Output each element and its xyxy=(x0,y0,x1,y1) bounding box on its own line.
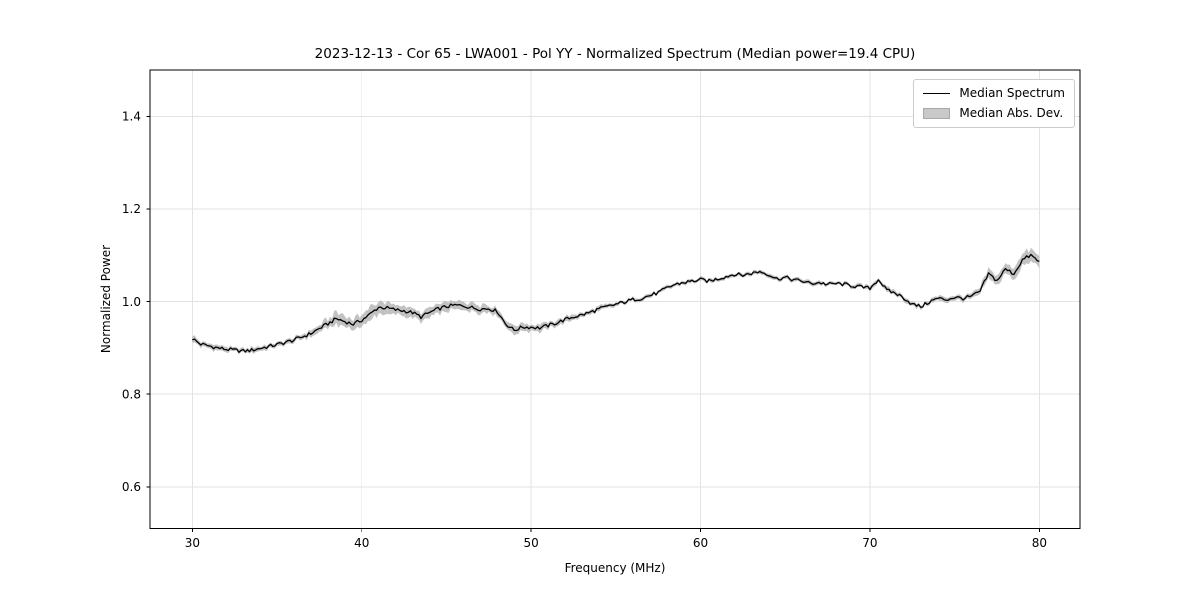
median-spectrum-line-swatch xyxy=(923,93,951,94)
legend-label-median-abs-dev: Median Abs. Dev. xyxy=(959,106,1064,120)
legend-label-median-spectrum: Median Spectrum xyxy=(959,86,1065,100)
y-tick-label: 1.0 xyxy=(122,295,141,309)
legend: Median Spectrum Median Abs. Dev. xyxy=(913,79,1075,128)
median-spectrum-line xyxy=(192,253,1040,353)
axes-frame xyxy=(149,69,1081,529)
x-tick-label: 80 xyxy=(1032,536,1047,550)
chart-title: 2023-12-13 - Cor 65 - LWA001 - Pol YY - … xyxy=(314,46,916,62)
x-tick-label: 40 xyxy=(354,536,369,550)
y-tick-label: 1.4 xyxy=(122,110,141,124)
x-tick-label: 30 xyxy=(185,536,200,550)
legend-item-median-abs-dev: Median Abs. Dev. xyxy=(923,106,1065,121)
x-axis-label: Frequency (MHz) xyxy=(564,561,666,575)
legend-item-median-spectrum: Median Spectrum xyxy=(923,86,1065,101)
median-abs-dev-patch-swatch xyxy=(923,108,951,119)
y-tick-label: 1.2 xyxy=(122,202,141,216)
x-tick-label: 50 xyxy=(524,536,539,550)
y-tick-label: 0.6 xyxy=(122,480,141,494)
y-tick-label: 0.8 xyxy=(122,387,141,401)
x-tick-label: 70 xyxy=(862,536,877,550)
x-tick-label: 60 xyxy=(693,536,708,550)
y-axis-label: Normalized Power xyxy=(99,244,113,354)
